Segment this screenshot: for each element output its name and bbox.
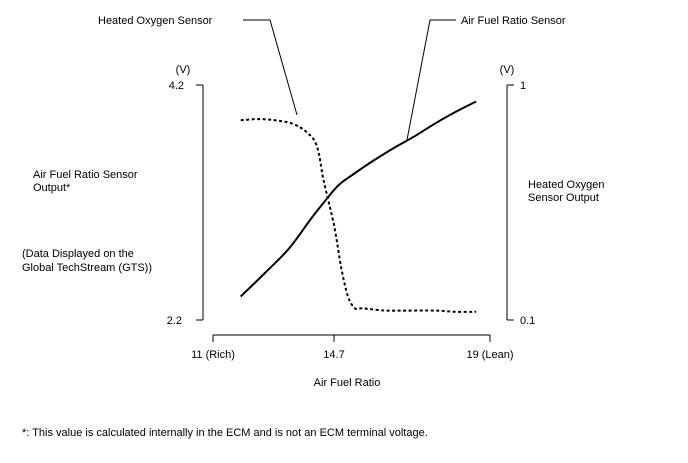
x-axis xyxy=(212,334,491,342)
left-axis-tick-max: 4.2 xyxy=(169,80,184,92)
right-axis-tick-min: 0.1 xyxy=(520,315,535,327)
air-fuel-ratio-sensor-annotation: Air Fuel Ratio Sensor xyxy=(461,15,566,27)
left-axis-note-line-1: (Data Displayed on the xyxy=(22,248,134,260)
left-axis-label-line-1: Air Fuel Ratio Sensor xyxy=(33,169,138,181)
air-fuel-ratio-sensor-leader xyxy=(406,19,456,141)
x-tick-label-stoich: 14.7 xyxy=(323,349,344,361)
x-axis-label: Air Fuel Ratio xyxy=(314,377,381,389)
right-axis-label-line-1: Heated Oxygen xyxy=(528,179,604,191)
left-axis-label-line-2: Output* xyxy=(33,182,71,194)
footnote: *: This value is calculated internally i… xyxy=(22,427,428,439)
right-axis-label-line-2: Sensor Output xyxy=(528,192,599,204)
right-axis-tick-max: 1 xyxy=(520,80,526,92)
x-tick-label-lean: 19 (Lean) xyxy=(466,349,513,361)
left-axis-note-line-2: Global TechStream (GTS)) xyxy=(22,262,152,274)
heated-oxygen-sensor-leader xyxy=(243,19,298,116)
series-heated-oxygen-sensor-line xyxy=(240,118,477,313)
left-axis xyxy=(196,84,204,321)
x-tick-label-rich: 11 (Rich) xyxy=(191,349,235,361)
right-axis xyxy=(506,84,514,321)
left-axis-unit: (V) xyxy=(176,64,191,76)
left-axis-tick-min: 2.2 xyxy=(167,315,182,327)
right-axis-unit: (V) xyxy=(500,64,515,76)
heated-oxygen-sensor-annotation: Heated Oxygen Sensor xyxy=(98,15,213,27)
series-air-fuel-ratio-sensor-line xyxy=(240,100,477,298)
